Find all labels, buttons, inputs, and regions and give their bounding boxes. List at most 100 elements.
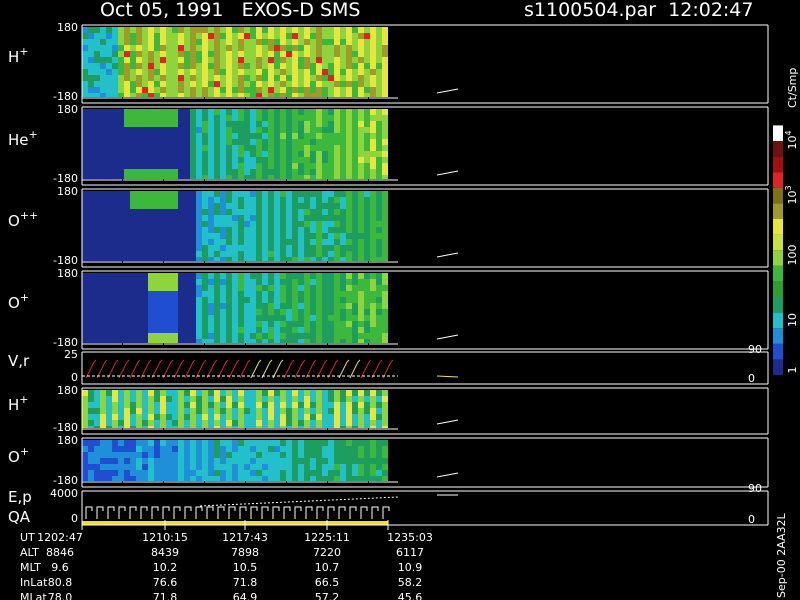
spectrogram-cell [298,121,304,127]
spectrogram-cell [382,227,388,233]
y-tick-label: 180 [57,384,78,397]
spectrogram-cell [268,127,274,133]
spectrogram-cell [292,414,298,420]
spectrogram-cell [286,291,292,297]
spectrogram-cell [208,75,214,81]
spectrogram-cell [82,163,88,169]
spectrogram-cell [376,133,382,139]
spectrogram-cell [214,227,220,233]
spectrogram-cell [280,257,286,261]
spectrogram-cell [196,257,202,261]
spectrogram-cell [322,221,328,227]
spectrogram-cell [238,408,244,414]
spectrogram-cell [166,203,172,209]
spectrogram-cell [112,57,118,63]
colorbar-cell [773,187,783,204]
spectrogram-cell [244,273,250,279]
spectrogram-cell [94,127,100,133]
spectrogram-cell [244,321,250,327]
spectrogram-cell [376,51,382,57]
spectrogram-cell [184,452,190,458]
spectrogram-cell [310,197,316,203]
y-tick-label: 180 [57,267,78,280]
spectrogram-cell [328,127,334,133]
spectrogram-cell [88,221,94,227]
spectrogram-cell [244,87,250,93]
spectrogram-cell [118,233,124,239]
spectrogram-cell [178,333,184,339]
spectrogram-cell [340,203,346,209]
spectrogram-cell [274,321,280,327]
spectrogram-cell [88,45,94,51]
panel-label-text: O [8,294,20,312]
spectrogram-cell [352,239,358,245]
spectrogram-cell [202,464,208,470]
spectrogram-cell [160,279,166,285]
spectrogram-cell [226,121,232,127]
spectrogram-cell [124,297,130,303]
spectrogram-cell [358,257,364,261]
spectrogram-cell [166,420,172,426]
spectrogram-cell [376,145,382,151]
spectrogram-cell [94,81,100,87]
spectrogram-cell [148,175,154,179]
spectrogram-cell [304,426,310,428]
spectrogram-cell [316,414,322,420]
spectrogram-cell [100,303,106,309]
spectrogram-cell [256,121,262,127]
spectrogram-cell [118,333,124,339]
spectrogram-cell [118,175,124,179]
spectrogram-cell [196,426,202,428]
spectrogram-cell [184,414,190,420]
spectrogram-cell [274,127,280,133]
spectrogram-cell [268,57,274,63]
spectrogram-cell [214,396,220,402]
spectrogram-cell [244,157,250,163]
spectrogram-cell [244,339,250,343]
spectrogram-cell [226,203,232,209]
spectrogram-cell [328,315,334,321]
spectrogram-cell [220,273,226,279]
spectrogram-cell [238,175,244,179]
spectrogram-cell [148,402,154,408]
spectrogram-cell [352,127,358,133]
spectrogram-cell [262,203,268,209]
spectrogram-cell [148,470,154,476]
spectrogram-cell [370,121,376,127]
spectrogram-cell [316,408,322,414]
spectrogram-cell [208,327,214,333]
spectrogram-cell [94,27,100,33]
spectrogram-cell [328,446,334,452]
spectrogram-cell [382,339,388,343]
spectrogram-cell [334,408,340,414]
spectrogram-cell [106,452,112,458]
spectrogram-cell [340,233,346,239]
spectrogram-cell [340,75,346,81]
spectrogram-cell [232,75,238,81]
spectrogram-cell [244,133,250,139]
spectrogram-cell [136,452,142,458]
spectrogram-cell [376,327,382,333]
spectrogram-cell [202,273,208,279]
spectrogram-cell [310,163,316,169]
spectrogram-cell [364,233,370,239]
velocity-trace [327,359,339,379]
spectrogram-cell [376,321,382,327]
spectrogram-cell [148,440,154,446]
spectrogram-cell [292,115,298,121]
spectrogram-cell [268,327,274,333]
spectrogram-cell [250,57,256,63]
spectrogram-cell [376,309,382,315]
spectrogram-cell [226,175,232,179]
spectrogram-cell [136,209,142,215]
spectrogram-cell [232,57,238,63]
spectrogram-cell [238,33,244,39]
spectrogram-cell [226,315,232,321]
spectrogram-cell [190,440,196,446]
spectrogram-cell [304,69,310,75]
spectrogram-cell [274,446,280,452]
spectrogram-cell [322,273,328,279]
spectrogram-cell [238,115,244,121]
spectrogram-cell [136,145,142,151]
spectrogram-cell [100,476,106,481]
